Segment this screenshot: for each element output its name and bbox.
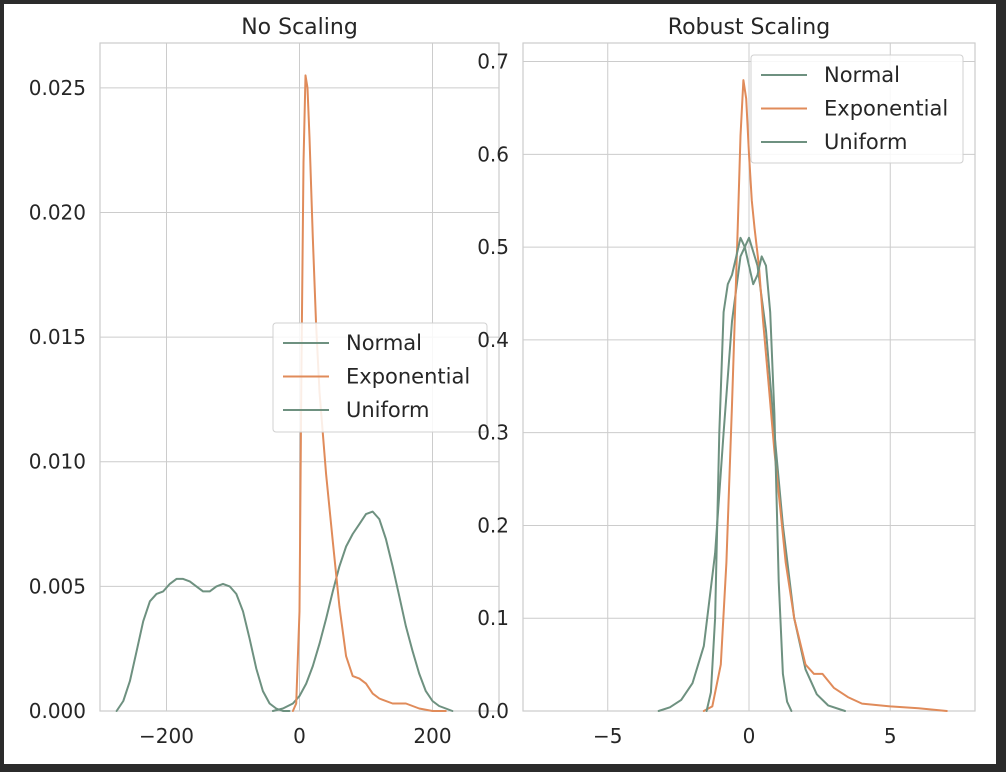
y-tick-label: 0.025 <box>29 76 86 100</box>
legend-label: Exponential <box>824 97 948 121</box>
series-line-exponential <box>291 74 447 712</box>
y-tick-label: 0.4 <box>477 328 509 352</box>
y-tick-label: 0.5 <box>477 235 509 259</box>
legend: Normal Exponential Uniform <box>750 54 964 164</box>
panel-1: 0.000 0.005 0.010 0.015 0.020 0.025 −200 0 200 No… <box>29 15 500 748</box>
axes-frame <box>522 42 976 712</box>
legend: Normal Exponential Uniform <box>272 322 488 433</box>
y-tick-label: 0.015 <box>29 325 86 349</box>
y-tick-label: 0.0 <box>477 699 509 723</box>
y-tick-label: 0.1 <box>477 606 509 630</box>
y-tick-label: 0.2 <box>477 513 509 537</box>
chart-title: Robust Scaling <box>668 15 830 40</box>
legend-label: Normal <box>824 63 900 87</box>
y-tick-label: 0.020 <box>29 200 86 224</box>
panel-2: 0.0 0.1 0.2 0.3 0.4 0.5 0.6 0.7 −5 0 5 Robust Scali… <box>477 15 976 748</box>
x-tick-label: 200 <box>413 724 451 748</box>
legend-label: Normal <box>346 331 422 355</box>
legend-label: Exponential <box>346 365 470 389</box>
x-tick-label: −200 <box>139 724 194 748</box>
series-line-normal <box>657 236 846 712</box>
x-tick-label: 0 <box>743 724 756 748</box>
y-tick-label: 0.6 <box>477 142 509 166</box>
legend-box <box>272 322 488 433</box>
y-tick-label: 0.010 <box>29 450 86 474</box>
x-tick-label: −5 <box>593 724 622 748</box>
x-tick-label: 5 <box>884 724 897 748</box>
series-line-exponential <box>702 79 948 712</box>
series-line-normal <box>271 510 454 712</box>
x-tick-label: 0 <box>293 724 306 748</box>
series-line-uniform <box>705 236 793 712</box>
y-tick-label: 0.3 <box>477 421 509 445</box>
y-tick-label: 0.000 <box>29 699 86 723</box>
chart-title: No Scaling <box>241 15 358 40</box>
y-tick-label: 0.7 <box>477 50 509 74</box>
legend-label: Uniform <box>346 398 429 422</box>
y-tick-label: 0.005 <box>29 574 86 598</box>
axes-frame <box>99 42 500 712</box>
legend-box <box>750 54 964 164</box>
legend-label: Uniform <box>824 130 907 154</box>
series-line-uniform <box>115 577 291 712</box>
